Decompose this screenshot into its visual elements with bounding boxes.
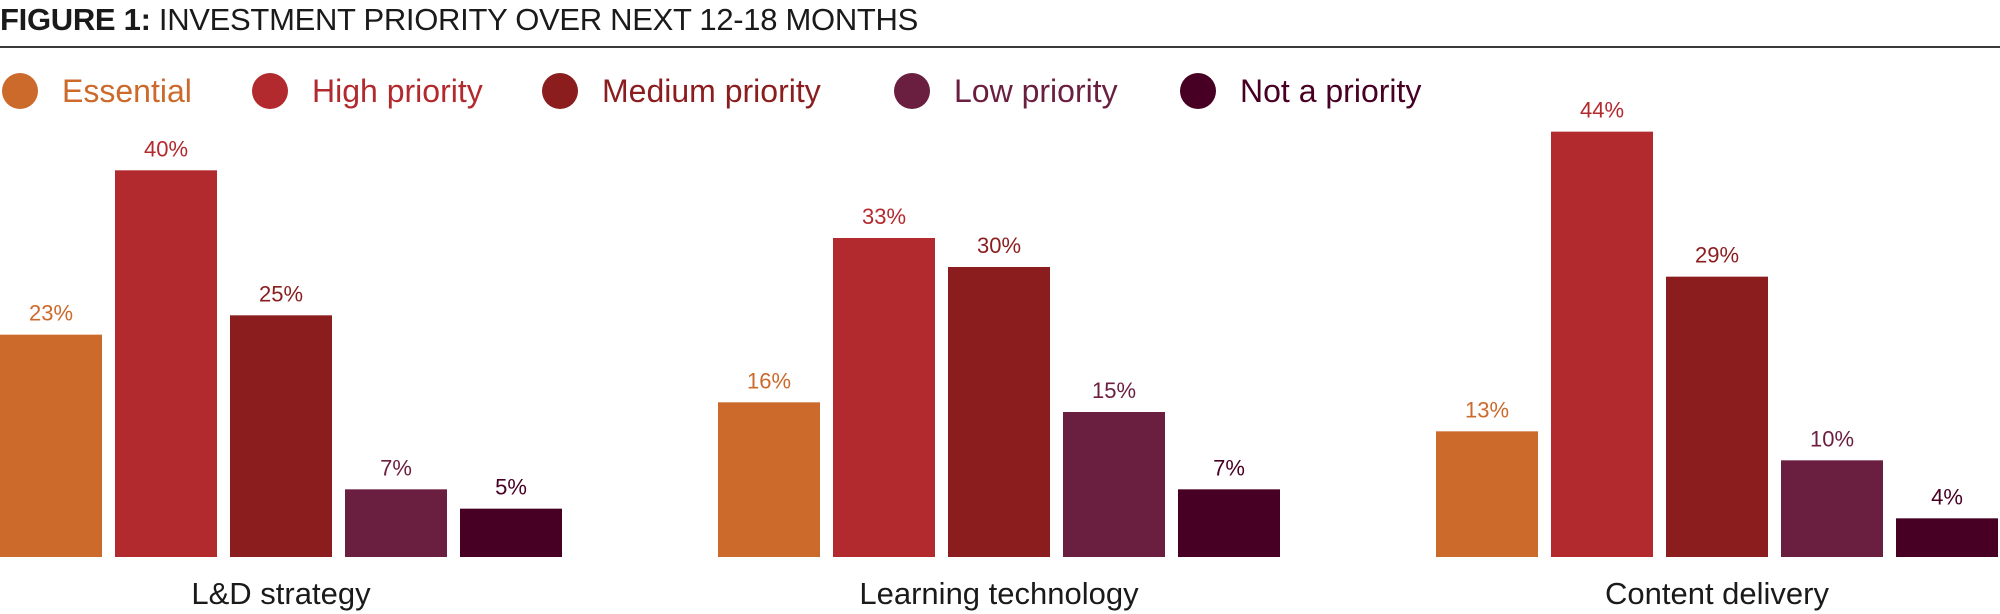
legend-label-not-a-priority: Not a priority [1240,73,1422,109]
data-label-learning-technology-medium-priority: 30% [977,233,1021,258]
bar-landd-strategy-low-priority [345,489,447,557]
bar-learning-technology-low-priority [1063,411,1165,557]
bar-group-learning-technology: 16% 33% 30% 15% 7% Learning technology [718,204,1280,611]
data-label-learning-technology-not-a-priority: 7% [1213,455,1245,480]
bar-landd-strategy-not-a-priority [460,508,562,557]
chart-title: FIGURE 1: INVESTMENT PRIORITY OVER NEXT … [0,2,918,38]
figure-title: INVESTMENT PRIORITY OVER NEXT 12-18 MONT… [150,2,919,37]
legend-swatch-essential [2,73,38,109]
data-label-landd-strategy-not-a-priority: 5% [495,475,527,500]
bar-landd-strategy-medium-priority [230,315,332,557]
category-label-content-delivery: Content delivery [1605,576,1830,611]
bar-group-landd-strategy: 23% 40% 25% 7% 5% L&D strategy [0,136,562,611]
legend-swatch-high-priority [252,73,288,109]
legend-swatch-medium-priority [542,73,578,109]
data-label-learning-technology-low-priority: 15% [1092,378,1136,403]
data-label-content-delivery-low-priority: 10% [1810,426,1854,451]
bar-content-delivery-not-a-priority [1896,518,1998,557]
bar-content-delivery-essential [1436,431,1538,557]
data-label-learning-technology-high-priority: 33% [862,204,906,229]
data-label-landd-strategy-essential: 23% [29,301,73,326]
data-label-content-delivery-high-priority: 44% [1580,98,1624,123]
legend-swatch-not-a-priority [1180,73,1216,109]
bar-content-delivery-low-priority [1781,460,1883,557]
data-label-content-delivery-medium-priority: 29% [1695,243,1739,268]
legend-swatch-low-priority [894,73,930,109]
title-bar: FIGURE 1: INVESTMENT PRIORITY OVER NEXT … [0,0,2000,48]
bar-learning-technology-high-priority [833,237,935,557]
bar-landd-strategy-essential [0,334,102,557]
figure-number: FIGURE 1: [0,2,151,37]
bar-content-delivery-high-priority [1551,131,1653,558]
bar-learning-technology-essential [718,402,820,557]
bar-content-delivery-medium-priority [1666,276,1768,557]
category-label-landd-strategy: L&D strategy [191,576,371,611]
bar-learning-technology-not-a-priority [1178,489,1280,557]
legend-label-medium-priority: Medium priority [602,73,821,109]
legend-label-low-priority: Low priority [954,73,1118,109]
data-label-learning-technology-essential: 16% [747,368,791,393]
bar-landd-strategy-high-priority [115,170,217,557]
data-label-content-delivery-not-a-priority: 4% [1931,484,1963,509]
legend-label-essential: Essential [62,73,192,109]
data-label-landd-strategy-high-priority: 40% [144,136,188,161]
data-label-landd-strategy-low-priority: 7% [380,455,412,480]
data-label-landd-strategy-medium-priority: 25% [259,281,303,306]
data-label-content-delivery-essential: 13% [1465,397,1509,422]
bar-group-content-delivery: 13% 44% 29% 10% 4% Content delivery [1436,98,1998,611]
bar-learning-technology-medium-priority [948,266,1050,557]
category-label-learning-technology: Learning technology [859,576,1139,611]
legend-label-high-priority: High priority [312,73,483,109]
